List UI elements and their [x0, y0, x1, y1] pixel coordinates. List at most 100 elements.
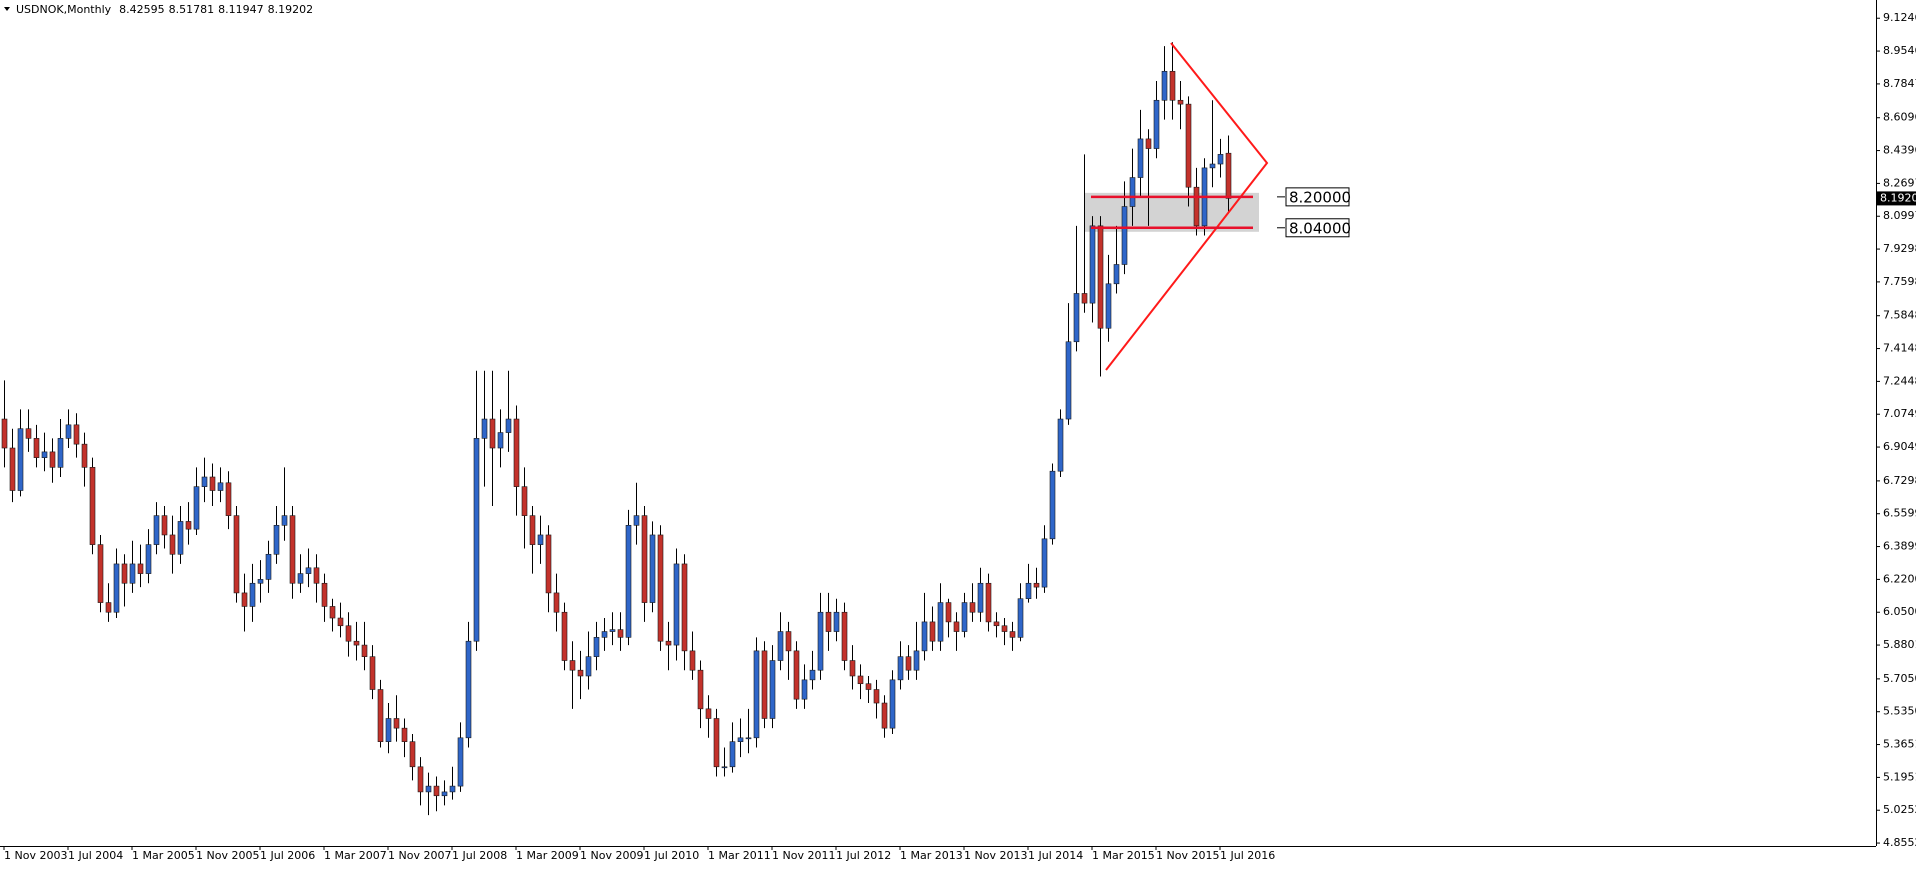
candle-body	[137, 563, 144, 574]
y-tick-label: 8.95465	[1883, 44, 1916, 57]
candle-body	[785, 631, 792, 652]
candle-body	[1153, 99, 1160, 149]
x-tick-label: 1 Jul 2010	[644, 849, 699, 862]
candle-body	[649, 534, 656, 603]
candle-body	[81, 443, 88, 468]
level-zone	[1084, 192, 1259, 232]
candle-body	[1129, 177, 1136, 207]
candle-body	[1145, 138, 1152, 149]
candle-body	[265, 553, 272, 580]
x-tick-label: 1 Nov 2007	[388, 849, 451, 862]
candle-body	[233, 515, 240, 594]
level-label: 8.04000	[1289, 219, 1351, 237]
x-tick-label: 1 Jul 2004	[68, 849, 123, 862]
candle-body	[337, 617, 344, 627]
x-tick-label: 1 Jul 2006	[260, 849, 315, 862]
candle-body	[1001, 625, 1008, 632]
candle-body	[249, 582, 256, 607]
y-tick-label: 6.90495	[1883, 440, 1916, 453]
candle-body	[481, 418, 488, 439]
candle-body	[673, 563, 680, 646]
candle-body	[1089, 225, 1096, 304]
candle-body	[1033, 582, 1040, 588]
candle-body	[65, 424, 72, 439]
candle-body	[953, 621, 960, 632]
level-label: 8.20000	[1289, 188, 1351, 206]
candle-body	[873, 689, 880, 704]
candle-body	[705, 708, 712, 719]
candle-body	[377, 689, 384, 742]
last-low: 8.11947	[218, 3, 264, 16]
candle-body	[553, 592, 560, 613]
candle-body	[537, 534, 544, 545]
candle-body	[1041, 538, 1048, 588]
candle-body	[153, 515, 160, 545]
candle-body	[585, 656, 592, 677]
candle-body	[657, 534, 664, 642]
candle-body	[857, 675, 864, 685]
candle-body	[697, 669, 704, 710]
candle-body	[601, 631, 608, 638]
x-tick-label: 1 Nov 2013	[964, 849, 1027, 862]
candles	[1, 42, 1232, 816]
y-tick-label: 7.07490	[1883, 407, 1916, 420]
candle-body	[777, 631, 784, 661]
x-tick-label: 1 Jul 2014	[1028, 849, 1083, 862]
candle-body	[457, 737, 464, 787]
candle-body	[841, 611, 848, 661]
candle-body	[1073, 293, 1080, 343]
y-tick-label: 7.24485	[1883, 374, 1916, 387]
candle-body	[321, 582, 328, 607]
candle-body	[417, 766, 424, 793]
candle-body	[513, 418, 520, 487]
candle-body	[257, 579, 264, 584]
candle-body	[1057, 418, 1064, 472]
y-tick-label: 6.72985	[1883, 474, 1916, 487]
y-tick-label: 5.88010	[1883, 638, 1916, 651]
candle-body	[145, 544, 152, 574]
x-tick-label: 1 Nov 2009	[580, 849, 643, 862]
x-tick-label: 1 Mar 2009	[516, 849, 579, 862]
candle-body	[473, 438, 480, 642]
candle-body	[1049, 470, 1056, 540]
candle-body	[921, 621, 928, 652]
candle-body	[345, 625, 352, 642]
candle-body	[1065, 341, 1072, 420]
last-close: 8.19202	[268, 3, 314, 16]
candle-body	[497, 432, 504, 449]
x-tick-label: 1 Nov 2003	[4, 849, 67, 862]
candle-body	[25, 428, 32, 439]
y-tick-label: 8.78470	[1883, 77, 1916, 90]
candle-body	[721, 766, 728, 769]
candle-body	[353, 640, 360, 646]
candle-body	[1137, 138, 1144, 178]
y-tick-label: 6.22000	[1883, 572, 1916, 585]
x-tick-label: 1 Jul 2012	[836, 849, 891, 862]
candle-body	[1217, 154, 1224, 165]
y-tick-label: 8.09975	[1883, 209, 1916, 222]
overlay: 8.20000 8.04000	[1091, 42, 1351, 371]
chart-title: USDNOK,Monthly 8.42595 8.51781 8.11947 8.192…	[16, 3, 313, 16]
candle-body	[281, 515, 288, 526]
candle-body	[745, 737, 752, 740]
candle-body	[185, 521, 192, 530]
candle-body	[441, 791, 448, 797]
candle-body	[985, 582, 992, 623]
candle-body	[9, 447, 16, 491]
candle-body	[105, 602, 112, 613]
candle-body	[713, 718, 720, 768]
x-tick-label: 1 Mar 2007	[324, 849, 387, 862]
candle-body	[937, 602, 944, 642]
last-high: 8.51781	[169, 3, 215, 16]
candle-body	[809, 669, 816, 681]
candle-body	[273, 524, 280, 555]
candle-body	[209, 476, 216, 491]
candle-body	[369, 656, 376, 690]
triangle-drawing	[1105, 42, 1269, 371]
candle-body	[1105, 283, 1112, 329]
candle-body	[825, 611, 832, 632]
candle-body	[1193, 186, 1200, 227]
y-tick-label: 6.38995	[1883, 540, 1916, 553]
candle-body	[529, 515, 536, 545]
